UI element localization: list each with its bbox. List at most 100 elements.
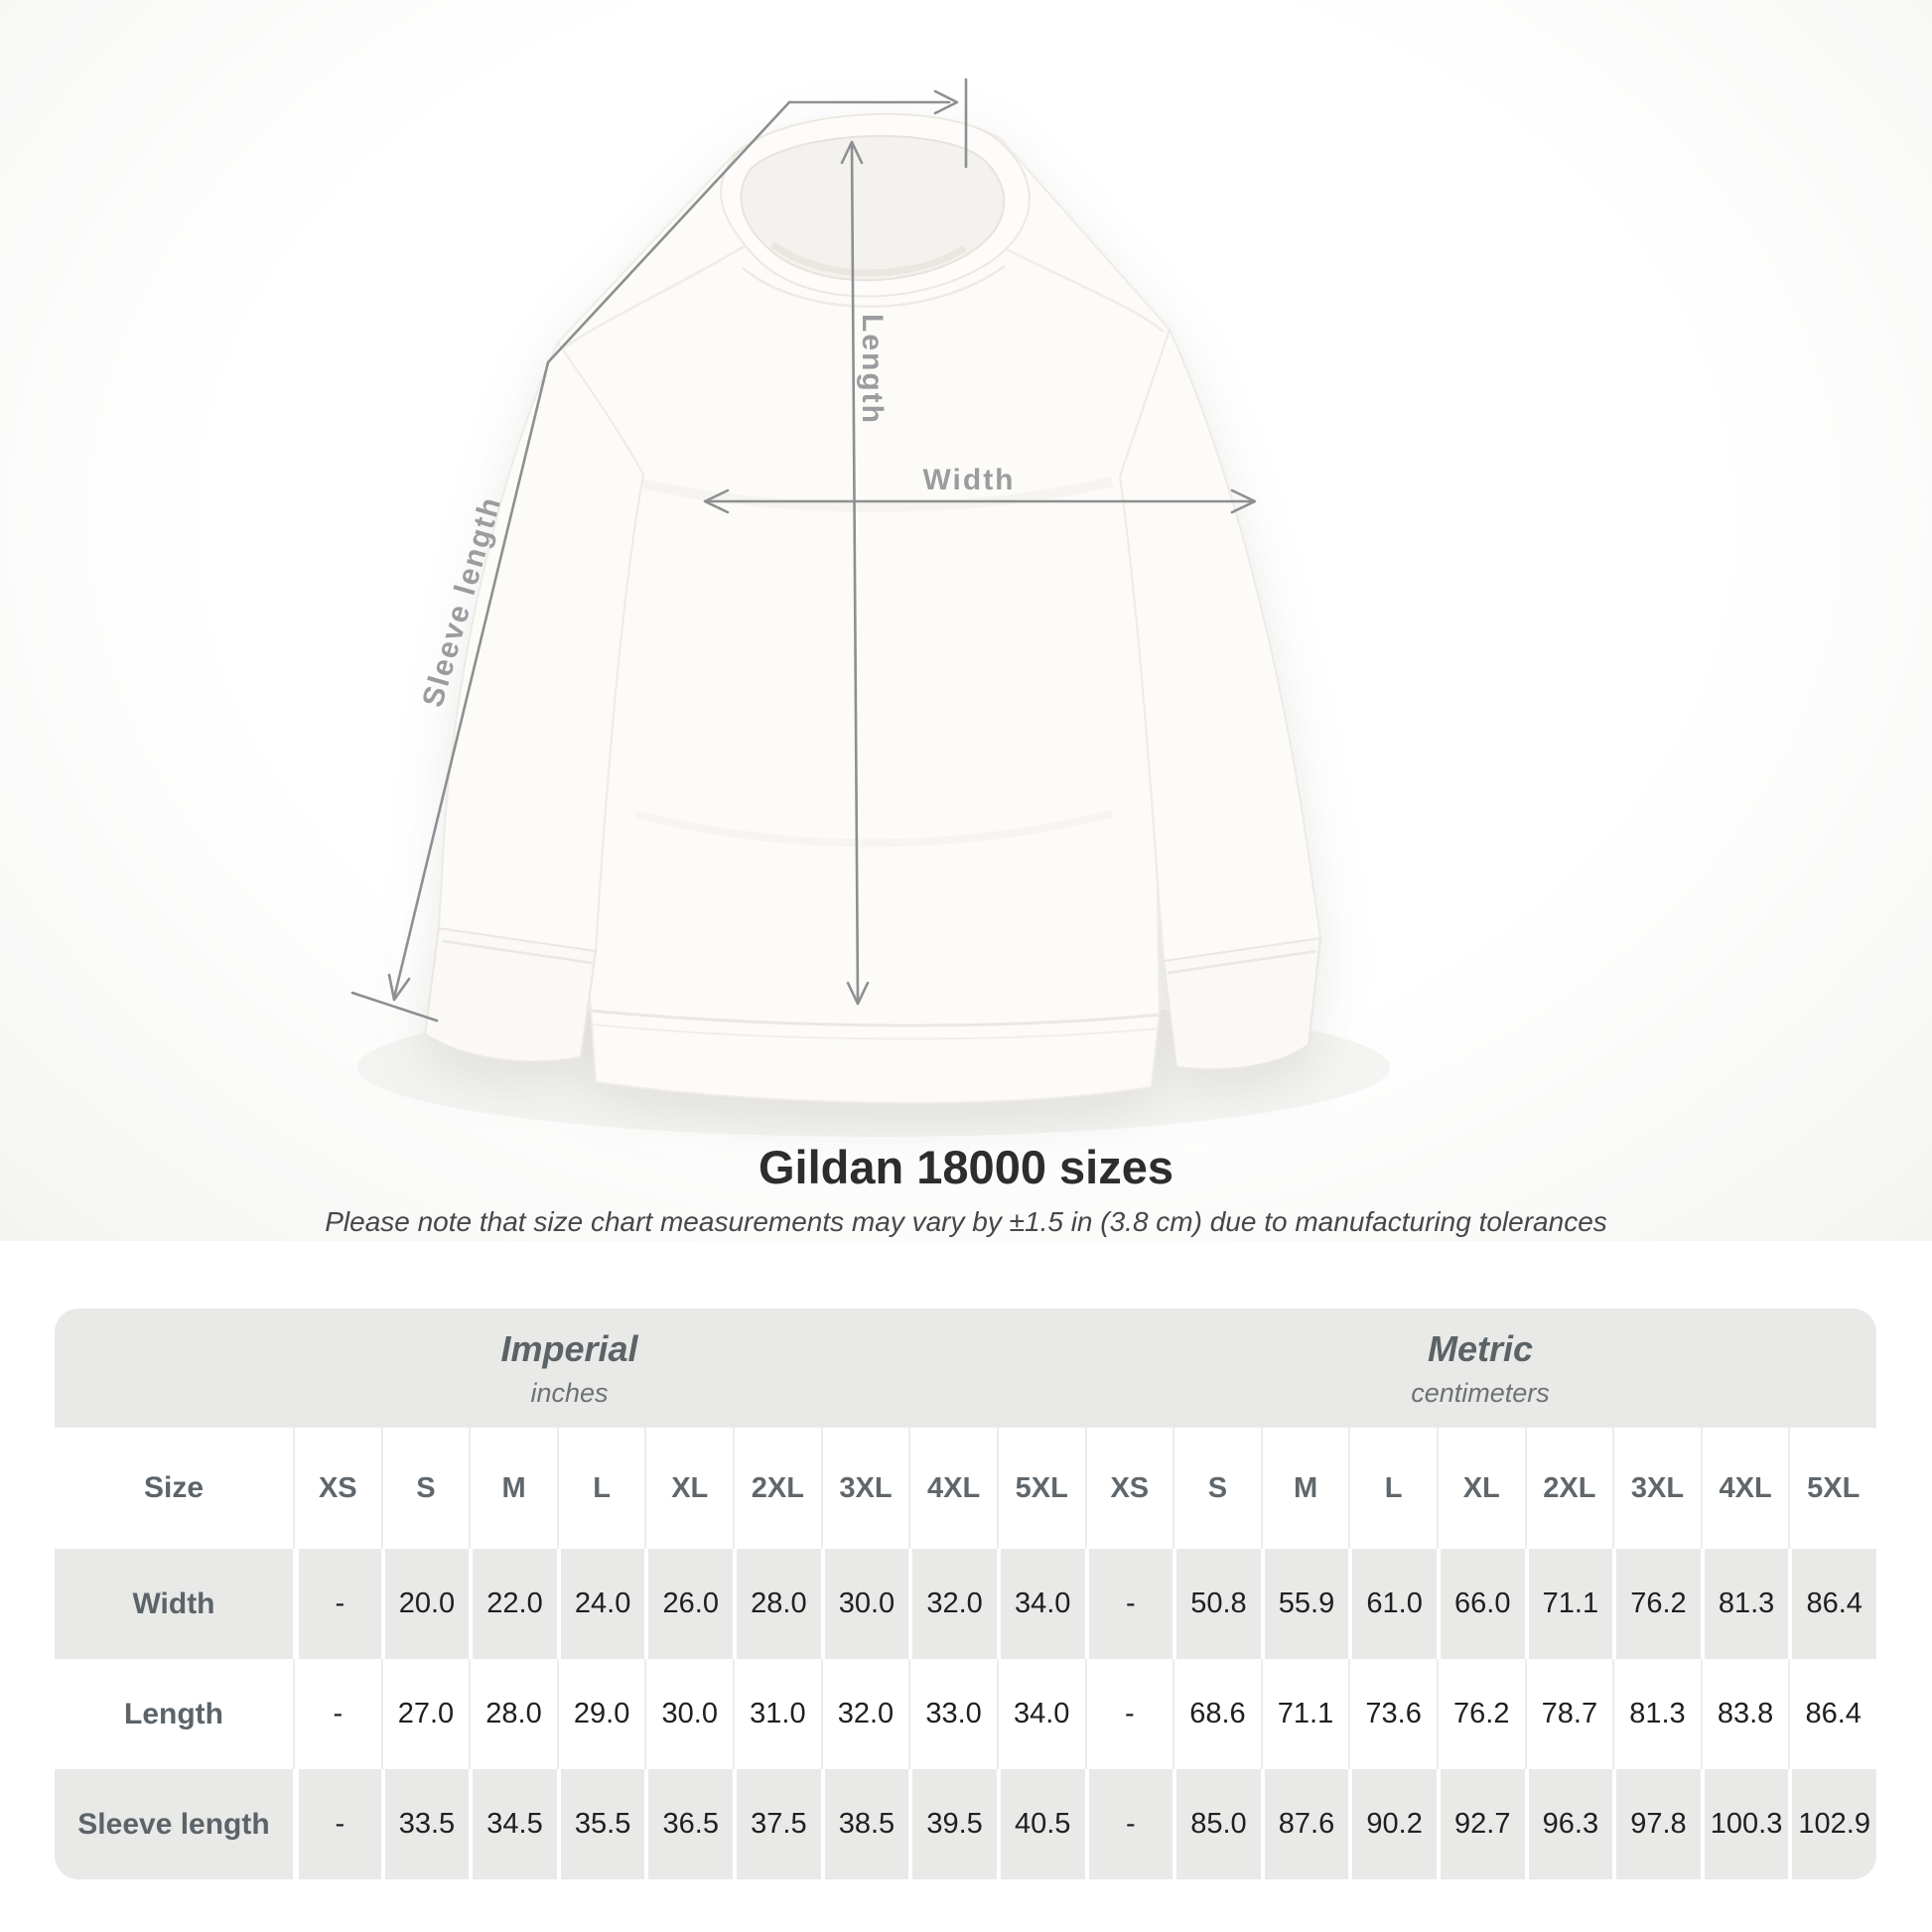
value-cell: 97.8 — [1612, 1769, 1701, 1879]
size-header-cell: M — [1260, 1428, 1349, 1549]
value-cell: 34.5 — [469, 1769, 557, 1879]
value-cell: 30.0 — [644, 1659, 733, 1769]
size-header-cell: S — [1173, 1428, 1261, 1549]
value-cell: 28.0 — [733, 1549, 821, 1659]
value-cell: 50.8 — [1173, 1549, 1261, 1659]
value-cell: 34.0 — [996, 1549, 1085, 1659]
size-header-cell: 3XL — [1612, 1428, 1701, 1549]
size-header-cell: XL — [644, 1428, 733, 1549]
width-dimension-line — [703, 488, 1257, 514]
value-cell: 33.5 — [380, 1769, 470, 1879]
value-cell: 81.3 — [1700, 1549, 1789, 1659]
size-header-cell: 4XL — [1700, 1428, 1789, 1549]
value-cell: 35.5 — [556, 1769, 645, 1879]
value-cell: 26.0 — [644, 1549, 733, 1659]
row-label: Width — [132, 1587, 215, 1620]
value-cell: 71.1 — [1524, 1549, 1613, 1659]
value-cell: 68.6 — [1173, 1659, 1261, 1769]
value-cell: 20.0 — [380, 1549, 470, 1659]
size-header-cell: M — [469, 1428, 557, 1549]
value-cell: 55.9 — [1260, 1549, 1349, 1659]
size-header-cell: 3XL — [820, 1428, 909, 1549]
metric-unit-label: centimeters — [1411, 1377, 1550, 1408]
value-cell: 39.5 — [908, 1769, 997, 1879]
value-cell: 85.0 — [1173, 1769, 1261, 1879]
value-cell: - — [293, 1769, 381, 1879]
sweatshirt-diagram — [350, 77, 1390, 1137]
size-header-cell: 5XL — [1788, 1428, 1876, 1549]
value-cell: 76.2 — [1436, 1659, 1525, 1769]
value-cell: 40.5 — [996, 1769, 1085, 1879]
size-table: Imperial inches Metric centimeters Size … — [55, 1309, 1876, 1879]
product-photo: Length Width Sleeve length — [0, 0, 1932, 1241]
metric-unit-header: Metric centimeters — [1084, 1309, 1876, 1428]
size-header-cell: 2XL — [1524, 1428, 1613, 1549]
sweatshirt-illustration — [423, 112, 1322, 1105]
imperial-label: Imperial — [500, 1327, 638, 1369]
value-cell: 37.5 — [733, 1769, 821, 1879]
value-cell: 22.0 — [469, 1549, 557, 1659]
value-cell: 31.0 — [733, 1659, 821, 1769]
value-cell: 29.0 — [556, 1659, 645, 1769]
size-header-cell: 2XL — [733, 1428, 821, 1549]
metric-label: Metric — [1427, 1327, 1534, 1369]
value-cell: 86.4 — [1788, 1549, 1876, 1659]
unit-header-band: Imperial inches Metric centimeters — [55, 1309, 1876, 1428]
size-header-cell: 4XL — [908, 1428, 997, 1549]
value-cell: 32.0 — [908, 1549, 997, 1659]
row-label: Sleeve length — [77, 1807, 270, 1841]
size-column-header: Size — [143, 1471, 205, 1504]
value-cell: - — [1084, 1659, 1173, 1769]
value-cell: 32.0 — [820, 1659, 909, 1769]
value-cell: 86.4 — [1788, 1659, 1876, 1769]
value-cell: - — [293, 1659, 381, 1769]
value-cell: 61.0 — [1348, 1549, 1437, 1659]
value-cell: 90.2 — [1348, 1769, 1437, 1879]
row-label: Length — [124, 1697, 223, 1730]
length-dimension-label: Length — [856, 314, 889, 425]
value-cell: 102.9 — [1788, 1769, 1876, 1879]
length-dimension-line — [840, 140, 870, 1006]
length-row: Length -27.0 28.0 29.0 30.0 31.0 32.0 33.0 34.0… — [55, 1659, 1876, 1769]
value-cell: 27.0 — [380, 1659, 470, 1769]
value-cell: 38.5 — [820, 1769, 909, 1879]
value-cell: 92.7 — [1436, 1769, 1525, 1879]
value-cell: 76.2 — [1612, 1549, 1701, 1659]
size-header-cell: XS — [293, 1428, 381, 1549]
value-cell: 83.8 — [1700, 1659, 1789, 1769]
value-cell: 34.0 — [996, 1659, 1085, 1769]
value-cell: 33.0 — [908, 1659, 997, 1769]
size-header-cell: L — [1348, 1428, 1437, 1549]
size-header-cell: XL — [1436, 1428, 1525, 1549]
value-cell: 100.3 — [1700, 1769, 1789, 1879]
imperial-unit-header: Imperial inches — [55, 1309, 1084, 1428]
size-header-cell: 5XL — [996, 1428, 1085, 1549]
size-header-cell: S — [380, 1428, 470, 1549]
value-cell: 36.5 — [644, 1769, 733, 1879]
value-cell: 73.6 — [1348, 1659, 1437, 1769]
value-cell: 66.0 — [1436, 1549, 1525, 1659]
sleeve-length-dimension-line — [350, 100, 791, 1023]
width-row: Width -20.0 22.0 24.0 26.0 28.0 30.0 32.0 34.0-… — [55, 1549, 1876, 1659]
width-dimension-label: Width — [922, 464, 1016, 496]
value-cell: 28.0 — [469, 1659, 557, 1769]
value-cell: 78.7 — [1524, 1659, 1613, 1769]
top-leader-arrow — [787, 77, 968, 169]
value-cell: 24.0 — [556, 1549, 645, 1659]
value-cell: - — [1084, 1769, 1173, 1879]
value-cell: 96.3 — [1524, 1769, 1613, 1879]
size-header-cell: XS — [1084, 1428, 1173, 1549]
size-header-cell: L — [556, 1428, 645, 1549]
value-cell: 87.6 — [1260, 1769, 1349, 1879]
page-title: Gildan 18000 sizes — [758, 1141, 1174, 1193]
imperial-unit-label: inches — [530, 1377, 609, 1408]
value-cell: 30.0 — [820, 1549, 909, 1659]
tolerance-note: Please note that size chart measurements… — [325, 1206, 1607, 1237]
value-cell: 81.3 — [1612, 1659, 1701, 1769]
value-cell: - — [1084, 1549, 1173, 1659]
size-header-row: Size XS S M L XL 2XL 3XL 4XL 5XL XS S M L XL 2XL 3XL 4XL… — [55, 1428, 1876, 1549]
value-cell: 71.1 — [1260, 1659, 1349, 1769]
sleeve-length-row: Sleeve length -33.5 34.5 35.5 36.5 37.5 38.5 3… — [55, 1769, 1876, 1879]
value-cell: - — [293, 1549, 381, 1659]
